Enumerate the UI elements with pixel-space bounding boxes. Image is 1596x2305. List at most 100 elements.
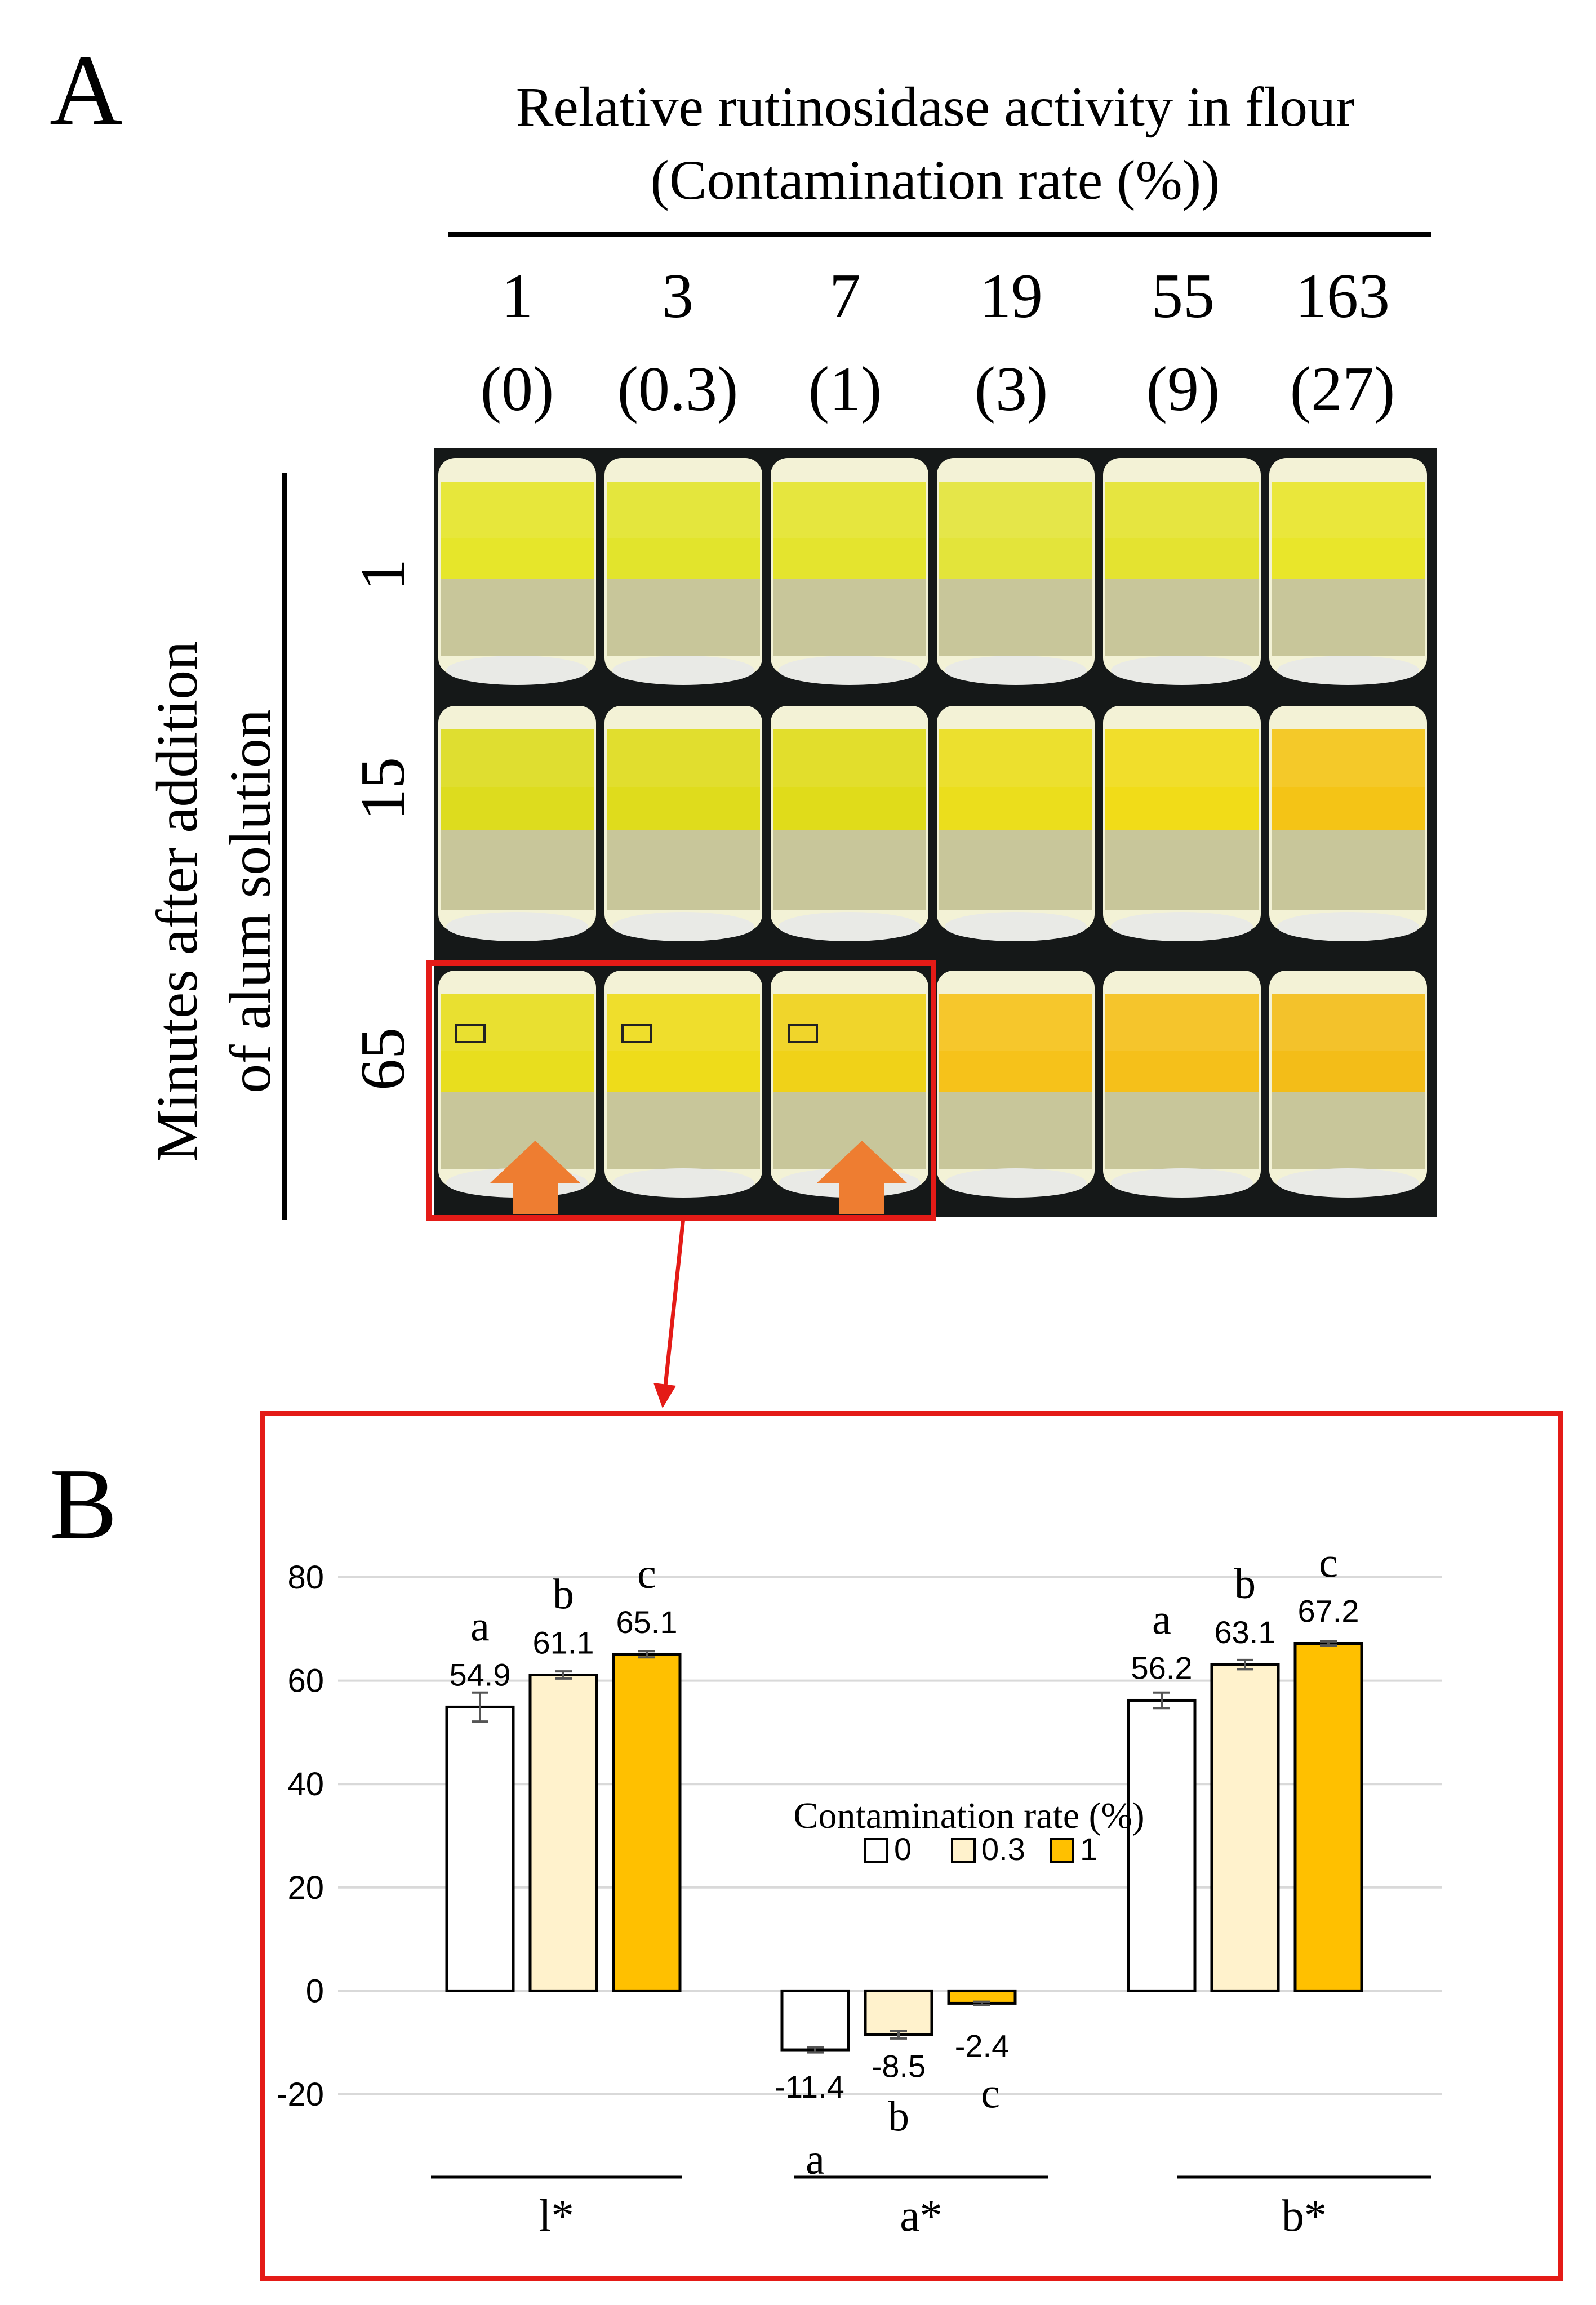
link-arrow-head: [653, 1383, 676, 1408]
vial-sediment: [773, 830, 926, 910]
vial-liquid-band: [773, 787, 926, 830]
value-label-2-0: 65.1: [616, 1604, 678, 1640]
significance-letter-1-2: b: [1234, 1560, 1256, 1608]
significance-letter-1-1: b: [888, 2093, 909, 2140]
vial-0-0: [438, 458, 596, 685]
vial-1-1: [604, 706, 762, 941]
legend-title: Contamination rate (%): [793, 1795, 1144, 1836]
vial-sediment: [1105, 579, 1259, 656]
vial-liquid-upper: [1105, 729, 1259, 787]
vial-base: [945, 656, 1087, 685]
category-label-1: a*: [900, 2191, 943, 2241]
vial-liquid-upper: [1272, 994, 1425, 1051]
vial-sediment: [607, 1092, 760, 1169]
column-activity-4: 55: [1152, 261, 1215, 331]
significance-letter-0-1: a: [806, 2136, 825, 2183]
category-label-0: l*: [539, 2191, 574, 2241]
vial-sediment: [1105, 830, 1259, 910]
vial-liquid-upper: [607, 729, 760, 787]
link-arrow-line: [663, 1217, 686, 1392]
significance-letter-2-1: c: [981, 2070, 1000, 2117]
y-tick-label-1: 60: [287, 1663, 324, 1699]
vial-sediment: [939, 579, 1092, 656]
vial-liquid-band: [607, 1051, 760, 1092]
legend-label-1: 0.3: [981, 1831, 1025, 1867]
vial-sediment: [441, 1092, 594, 1169]
vial-base: [1111, 656, 1253, 685]
significance-letter-1-0: b: [553, 1571, 574, 1618]
y-tick-label-3: 20: [287, 1870, 324, 1906]
vial-sediment: [939, 830, 1092, 910]
vial-base: [945, 1168, 1087, 1198]
row-axis-rule: [282, 473, 287, 1220]
y-tick-label-0: 80: [287, 1559, 324, 1596]
vial-base: [779, 912, 921, 941]
column-rate-0: (0): [480, 354, 554, 424]
vial-liquid-upper: [1105, 994, 1259, 1051]
vial-liquid-band: [773, 1051, 926, 1092]
vial-sediment: [773, 579, 926, 656]
value-label-1-0: 61.1: [533, 1625, 594, 1661]
vial-sediment: [441, 830, 594, 910]
bar-1-0: [528, 1674, 598, 1992]
significance-letter-0-2: a: [1152, 1596, 1171, 1643]
vial-base: [446, 912, 588, 941]
value-label-0-2: 56.2: [1131, 1650, 1193, 1685]
column-rate-1: (0.3): [617, 354, 739, 424]
column-activity-5: 163: [1295, 261, 1390, 331]
bar-1-1: [864, 1989, 933, 2036]
legend-label-0: 0: [894, 1831, 912, 1867]
vial-sediment: [607, 579, 760, 656]
column-activity-3: 19: [980, 261, 1043, 331]
vial-liquid-band: [441, 787, 594, 830]
vial-base: [945, 912, 1087, 941]
vial-liquid-band: [1105, 1051, 1259, 1092]
bar-0-1: [780, 1989, 850, 2052]
legend-swatch-0: [864, 1838, 888, 1863]
value-label-2-2: 67.2: [1298, 1594, 1359, 1629]
vial-liquid-upper: [441, 729, 594, 787]
measure-box-1: [621, 1024, 652, 1043]
vial-liquid-band: [441, 1051, 594, 1092]
vial-base: [612, 1168, 754, 1198]
vial-liquid-band: [1105, 787, 1259, 830]
bar-2-0: [612, 1653, 682, 1992]
vial-1-4: [1103, 706, 1261, 941]
value-label-1-2: 63.1: [1215, 1614, 1276, 1650]
vial-2-2: [771, 971, 928, 1198]
vial-sediment: [607, 830, 760, 910]
chart-frame: [260, 1411, 1563, 2281]
vial-sediment: [1272, 579, 1425, 656]
panel-a-letter: A: [50, 34, 123, 146]
significance-letter-2-2: c: [1319, 1539, 1338, 1587]
vial-1-3: [937, 706, 1095, 941]
vial-1-0: [438, 706, 596, 941]
value-label-0-0: 54.9: [450, 1657, 511, 1692]
significance-letter-2-0: c: [637, 1550, 656, 1598]
value-label-1-1: -8.5: [872, 2048, 926, 2084]
vial-base: [1277, 656, 1419, 685]
bar-2-2: [1293, 1642, 1363, 1992]
panel-a-title-line1: Relative rutinosidase activity in flour: [515, 75, 1355, 138]
vial-liquid-band: [939, 1051, 1092, 1092]
orange-arrow-0: [490, 1141, 580, 1214]
bar-0-0: [445, 1705, 515, 1992]
vial-sediment: [441, 579, 594, 656]
vial-liquid-upper: [773, 482, 926, 538]
vial-sediment: [1105, 1092, 1259, 1169]
measure-box-2: [788, 1024, 818, 1043]
y-tick-label-2: 40: [287, 1766, 324, 1803]
legend-label-2: 1: [1080, 1831, 1097, 1867]
orange-arrow-1: [817, 1141, 907, 1214]
vial-liquid-band: [1272, 787, 1425, 830]
vial-base: [1277, 1168, 1419, 1198]
vial-0-1: [604, 458, 762, 685]
y-tick-label-5: -20: [277, 2076, 324, 2113]
vial-base: [446, 656, 588, 685]
vial-2-5: [1269, 971, 1427, 1198]
vial-liquid-upper: [1272, 729, 1425, 787]
vial-base: [612, 912, 754, 941]
column-rate-5: (27): [1290, 354, 1395, 424]
column-rate-4: (9): [1146, 354, 1220, 424]
